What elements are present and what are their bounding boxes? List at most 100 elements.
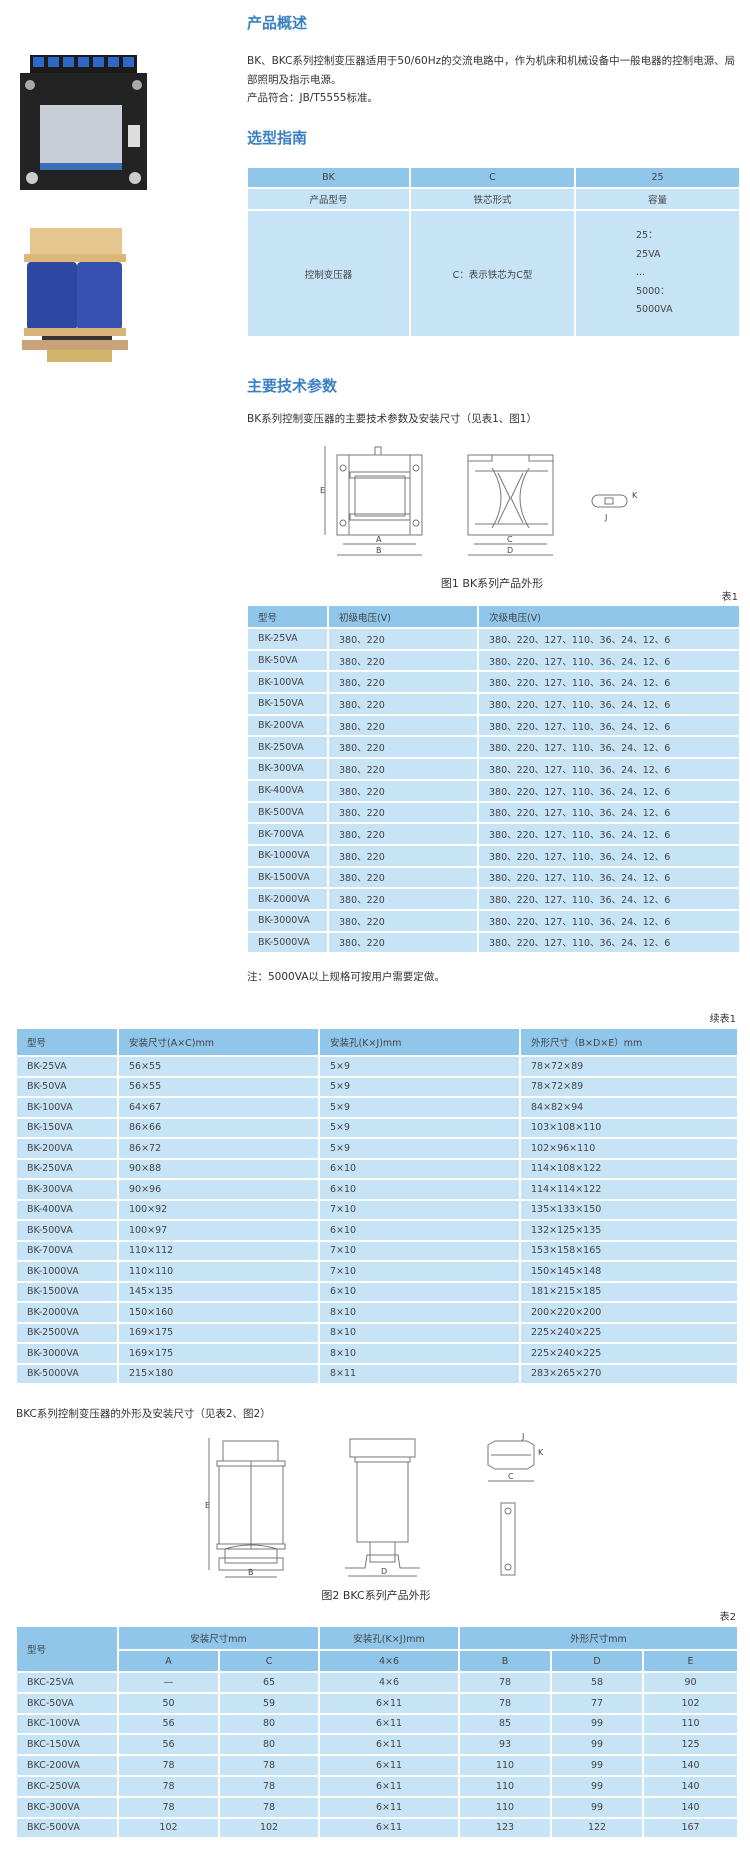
table-cell: 380、220 <box>327 930 479 955</box>
table-cell: BKC-250VA <box>15 1774 119 1798</box>
standard-paragraph: 产品符合：JB/T5555标准。 <box>247 92 378 104</box>
table-cell: 5×9 <box>318 1055 521 1078</box>
table-cell: BK-1500VA <box>246 865 329 890</box>
table-cell: BKC-150VA <box>15 1733 119 1757</box>
column-group-header: 安装尺寸mm <box>116 1625 321 1651</box>
table-cell: 169×175 <box>117 1342 320 1365</box>
table-cell: 84×82×94 <box>519 1096 739 1119</box>
table-cell: BK-100VA <box>246 670 329 695</box>
table-row: BK-400VA 100×92 7×10 135×133×150 <box>15 1198 739 1221</box>
figure1-label-c: C <box>507 535 513 544</box>
table-cell: 56×55 <box>117 1055 320 1078</box>
voltage-table: 型号 初级电压(V) 次级电压(V) BK-25VA 380、220 380、220、12… <box>246 604 741 955</box>
table-cell: 380、220、127、110、36、24、12、6 <box>477 735 741 760</box>
table-cell: 110 <box>458 1795 553 1819</box>
table-cell: 123 <box>458 1816 553 1840</box>
table-row: BK-2000VA 380、220 380、220、127、110、36、24、12… <box>246 887 741 911</box>
table-cell: 380、220 <box>327 692 479 716</box>
column-header: E <box>642 1649 740 1673</box>
table-cell: 6×11 <box>318 1795 461 1819</box>
header-row: 型号 初级电压(V) 次级电压(V) <box>246 604 741 629</box>
table-cell: 50 <box>117 1691 220 1715</box>
column-group-header: 安装孔(K×J)mm <box>318 1625 461 1651</box>
table-cell: 99 <box>550 1712 645 1736</box>
value-cell: 控制变压器 <box>246 209 411 338</box>
capacity-line: 5000VA <box>636 304 673 316</box>
table-row: BK-300VA 380、220 380、220、127、110、36、24、12、… <box>246 757 741 781</box>
figure2-drawing: E B D C K J <box>205 1433 544 1578</box>
figure1-caption: 图1 BK系列产品外形 <box>440 577 544 590</box>
column-header: 初级电压(V) <box>327 604 479 629</box>
table-row: BKC-50VA 50 59 6×11 78 77 102 <box>15 1691 740 1715</box>
table-cell: 380、220 <box>327 648 479 673</box>
table-cell: 58 <box>550 1671 645 1694</box>
header-row: 型号 安装尺寸(A×C)mm 安装孔(K×J)mm 外形尺寸（B×D×E）mm <box>15 1027 739 1057</box>
capacity-cell: 25： 25VA ... 5000： 5000VA <box>574 209 741 338</box>
table-cell: BK-200VA <box>15 1137 119 1160</box>
table-cell: 6×11 <box>318 1712 461 1736</box>
table-cell: 225×240×225 <box>519 1321 739 1344</box>
figure2-label-e: E <box>205 1501 210 1510</box>
table-cell: 7×10 <box>318 1260 521 1283</box>
table-cell: 7×10 <box>318 1198 521 1221</box>
table-cell: 215×180 <box>117 1362 320 1385</box>
table-cell: BKC-50VA <box>15 1691 119 1715</box>
table-cell: 77 <box>550 1691 645 1715</box>
table-cell: 78×72×89 <box>519 1055 739 1078</box>
table-row: BK-25VA 56×55 5×9 78×72×89 <box>15 1055 739 1078</box>
table-cell: 6×11 <box>318 1733 461 1757</box>
table-cell: 78 <box>117 1754 220 1777</box>
table-cell: 6×11 <box>318 1816 461 1840</box>
table-cell: 110 <box>458 1774 553 1798</box>
table-cell: 86×66 <box>117 1116 320 1139</box>
table-row: BK-2000VA 150×160 8×10 200×220×200 <box>15 1301 739 1324</box>
column-header: 4×6 <box>318 1649 461 1673</box>
guide-heading: 选型指南 <box>247 129 308 147</box>
table-cell: 167 <box>642 1816 740 1840</box>
table-cell: 380、220 <box>327 757 479 781</box>
column-header: 型号 <box>246 604 329 629</box>
column-header: 安装孔(K×J)mm <box>318 1027 521 1057</box>
table-cell: 90×96 <box>117 1178 320 1201</box>
table-cell: BK-50VA <box>246 648 329 673</box>
table1-note: 注：5000VA以上规格可按用户需要定做。 <box>247 971 445 983</box>
table-cell: 380、220、127、110、36、24、12、6 <box>477 908 741 933</box>
table-cell: 380、220、127、110、36、24、12、6 <box>477 778 741 803</box>
table-cell: 380、220 <box>327 908 479 933</box>
table-cell: 8×11 <box>318 1362 521 1385</box>
table-cell: 56 <box>117 1733 220 1757</box>
table-row: BK-50VA 380、220 380、220、127、110、36、24、12、6 <box>246 648 741 673</box>
table-cell: 145×135 <box>117 1280 320 1303</box>
table-cell: 380、220 <box>327 800 479 825</box>
table-cell: 7×10 <box>318 1239 521 1262</box>
table-cell: 225×240×225 <box>519 1342 739 1365</box>
label-cell: 产品型号 <box>246 187 411 211</box>
overview-paragraph: BK、BKC系列控制变压器适用于50/60Hz的交流电路中，作为机床和机械设备中… <box>247 55 736 86</box>
table-cell: 86×72 <box>117 1137 320 1160</box>
table-cell: BK-2000VA <box>15 1301 119 1324</box>
code-cell: C <box>409 166 576 189</box>
table-cell: BKC-100VA <box>15 1712 119 1736</box>
table-row: BK-3000VA 380、220 380、220、127、110、36、24、12… <box>246 908 741 933</box>
table-cell: 8×10 <box>318 1321 521 1344</box>
table-cell: 110×110 <box>117 1260 320 1283</box>
table-cell: 90×88 <box>117 1157 320 1180</box>
table-cell: 114×114×122 <box>519 1178 739 1201</box>
table-cell: 380、220 <box>327 865 479 890</box>
table-cell: BK-3000VA <box>246 908 329 933</box>
table-cell: 6×10 <box>318 1178 521 1201</box>
table-cell: 181×215×185 <box>519 1280 739 1303</box>
figure2-label-d: D <box>381 1567 387 1576</box>
table-cell: 380、220、127、110、36、24、12、6 <box>477 887 741 911</box>
figure1-label-d: D <box>507 546 513 555</box>
table-row: BK-250VA 380、220 380、220、127、110、36、24、12、… <box>246 735 741 760</box>
table-cell: 380、220 <box>327 822 479 846</box>
figure2-label-b: B <box>248 1568 254 1577</box>
table2-label: 表2 <box>719 1612 736 1623</box>
column-header: C <box>217 1649 321 1673</box>
table-cell: 380、220 <box>327 627 479 651</box>
figure1-label-k: K <box>632 491 638 500</box>
table-cell: BK-5000VA <box>246 930 329 955</box>
table-cell: BK-1500VA <box>15 1280 119 1303</box>
table-cell: BK-300VA <box>15 1178 119 1201</box>
